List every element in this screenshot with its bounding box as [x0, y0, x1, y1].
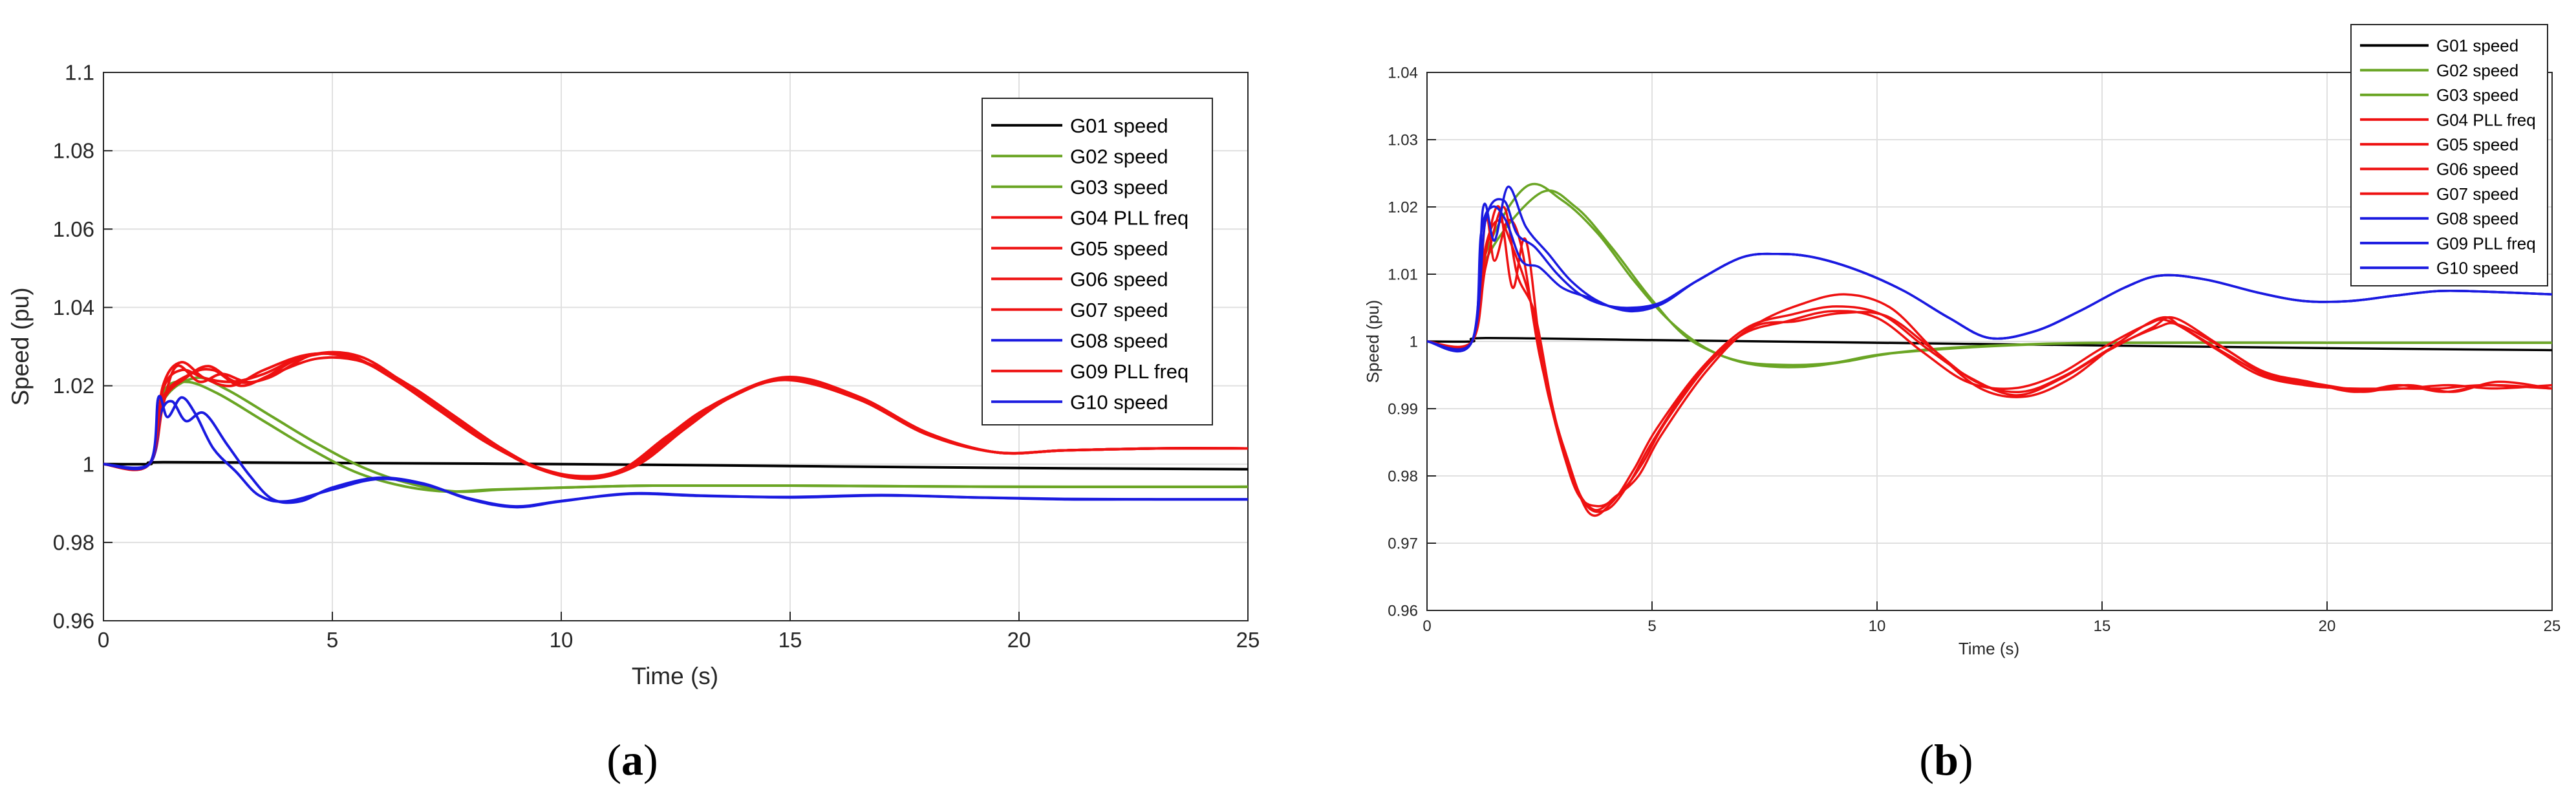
plot-area-border	[103, 72, 1249, 621]
series-line-g03-speed	[1427, 189, 2552, 369]
legend-label: G06 speed	[1070, 268, 1168, 290]
series-line-g05-speed	[1427, 205, 2552, 517]
x-tick-label: 10	[1869, 618, 1886, 635]
legend-label: G08 speed	[1070, 329, 1168, 352]
y-tick-label: 1.02	[1388, 199, 1418, 216]
series-line-g07-speed	[1427, 219, 2552, 511]
x-axis-label: Time (s)	[632, 663, 718, 689]
x-tick-label: 15	[778, 628, 802, 652]
x-tick-label: 5	[327, 628, 338, 652]
legend-label: G05 speed	[2436, 134, 2518, 154]
legend-label: G01 speed	[2436, 36, 2518, 56]
legend-label: G03 speed	[1070, 176, 1168, 199]
y-tick-label: 1.01	[1388, 266, 1418, 283]
x-tick-label: 20	[1007, 628, 1031, 652]
x-tick-label: 15	[2094, 618, 2111, 635]
y-tick-label: 0.96	[1388, 602, 1418, 619]
y-tick-label: 0.97	[1388, 535, 1418, 552]
series-group	[103, 350, 1248, 509]
y-tick-label: 1.1	[65, 61, 94, 85]
legend-label: G01 speed	[1070, 114, 1168, 137]
y-tick-label: 1.04	[53, 296, 94, 319]
legend-label: G08 speed	[2436, 209, 2518, 228]
y-tick-label: 1.06	[53, 217, 94, 241]
legend-label: G06 speed	[2436, 160, 2518, 179]
legend: G01 speed G02 speed G03 speed G04 PLL freq G…	[982, 98, 1213, 425]
chart-b: 0 5 10 15 20 25 0.96 0.97 0.98 0.99 1 1.01 1.02 1.03 1…	[1363, 24, 2561, 658]
x-tick-label: 5	[1648, 618, 1656, 635]
panel-label-b-letter: b	[1934, 735, 1959, 784]
legend-label: G02 speed	[1070, 145, 1168, 167]
legend-label: G10 speed	[2436, 258, 2518, 277]
panel-label-a: (a)	[606, 735, 658, 784]
legend-label: G07 speed	[1070, 299, 1168, 321]
y-tick-label: 0.98	[1388, 468, 1418, 485]
y-tick-label: 1	[1410, 333, 1418, 350]
legend-label: G03 speed	[2436, 85, 2518, 105]
legend-label: G09 PLL freq	[1070, 360, 1188, 383]
series-group	[1427, 182, 2552, 517]
y-tick-label: 1.08	[53, 139, 94, 163]
legend-label: G02 speed	[2436, 61, 2518, 80]
panel-label-a-letter: a	[621, 735, 643, 784]
x-tick-label: 0	[98, 628, 109, 652]
legend-label: G05 speed	[1070, 237, 1168, 260]
legend-label: G10 speed	[1070, 391, 1168, 413]
x-tick-label: 25	[2544, 618, 2561, 635]
x-tick-label: 10	[550, 628, 574, 652]
panel-label-b: (b)	[1919, 735, 1973, 784]
y-axis-label: Speed (pu)	[1363, 300, 1382, 383]
y-tick-label: 0.96	[53, 609, 94, 633]
series-line-g10-speed	[103, 394, 1248, 508]
chart-a: 0 5 10 15 20 25 0.96 0.98 1 1.02 1.04 1.06 1.08 1.1 Ti…	[7, 61, 1260, 689]
x-tick-label: 20	[2319, 618, 2336, 635]
legend-label: G09 PLL freq	[2436, 233, 2536, 253]
series-line-g10-speed	[1427, 205, 2552, 350]
legend-box	[982, 98, 1213, 425]
series-line-g09-pll-freq	[103, 352, 1248, 480]
legend-label: G04 PLL freq	[1070, 206, 1188, 229]
y-tick-label: 0.98	[53, 530, 94, 554]
y-tick-label: 1	[83, 452, 94, 476]
y-tick-label: 0.99	[1388, 400, 1418, 418]
x-axis-label: Time (s)	[1959, 639, 2019, 658]
y-axis-label: Speed (pu)	[7, 287, 34, 405]
legend-label: G04 PLL freq	[2436, 110, 2536, 129]
x-tick-label: 25	[1236, 628, 1260, 652]
y-tick-label: 1.02	[53, 374, 94, 398]
legend-label: G07 speed	[2436, 184, 2518, 204]
x-tick-label: 0	[1422, 618, 1431, 635]
y-tick-label: 1.03	[1388, 131, 1418, 149]
y-tick-label: 1.04	[1388, 64, 1418, 81]
legend: G01 speed G02 speed G03 speed G04 PLL freq G…	[2350, 24, 2548, 286]
